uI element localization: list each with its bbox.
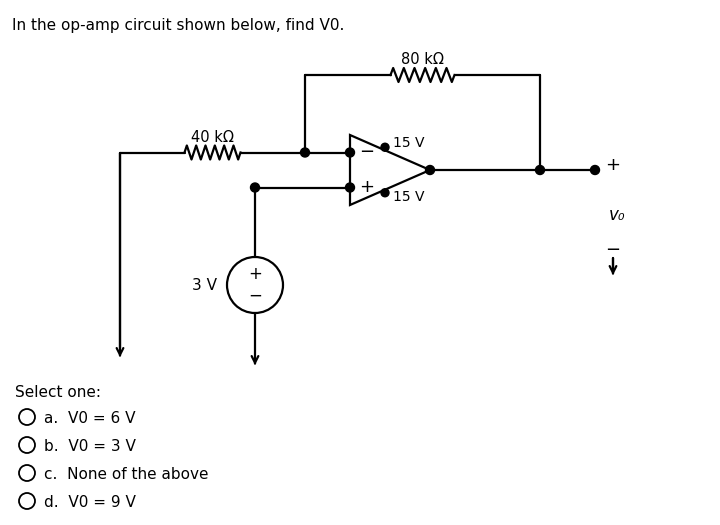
Text: 3 V: 3 V xyxy=(192,278,217,292)
Circle shape xyxy=(536,165,544,174)
Circle shape xyxy=(381,189,389,197)
Circle shape xyxy=(346,148,354,157)
Text: c.  None of the above: c. None of the above xyxy=(44,467,209,482)
Circle shape xyxy=(381,143,389,151)
Text: +: + xyxy=(606,156,621,174)
Text: +: + xyxy=(248,265,262,283)
Text: a.  V0 = 6 V: a. V0 = 6 V xyxy=(44,411,135,426)
Text: 40 kΩ: 40 kΩ xyxy=(191,130,234,145)
Text: In the op-amp circuit shown below, find V0.: In the op-amp circuit shown below, find … xyxy=(12,18,344,33)
Text: −: − xyxy=(606,241,621,259)
Text: −: − xyxy=(248,287,262,305)
Text: −: − xyxy=(359,143,374,162)
Text: b.  V0 = 3 V: b. V0 = 3 V xyxy=(44,439,136,454)
Circle shape xyxy=(346,183,354,192)
Text: 80 kΩ: 80 kΩ xyxy=(401,52,444,68)
Text: v₀: v₀ xyxy=(608,206,625,224)
Text: +: + xyxy=(359,178,374,196)
Text: d.  V0 = 9 V: d. V0 = 9 V xyxy=(44,495,136,510)
Circle shape xyxy=(300,148,310,157)
Text: Select one:: Select one: xyxy=(15,385,101,400)
Text: 15 V: 15 V xyxy=(393,136,425,150)
Circle shape xyxy=(426,165,434,174)
Text: 15 V: 15 V xyxy=(393,190,425,204)
Circle shape xyxy=(590,165,600,174)
Circle shape xyxy=(251,183,259,192)
